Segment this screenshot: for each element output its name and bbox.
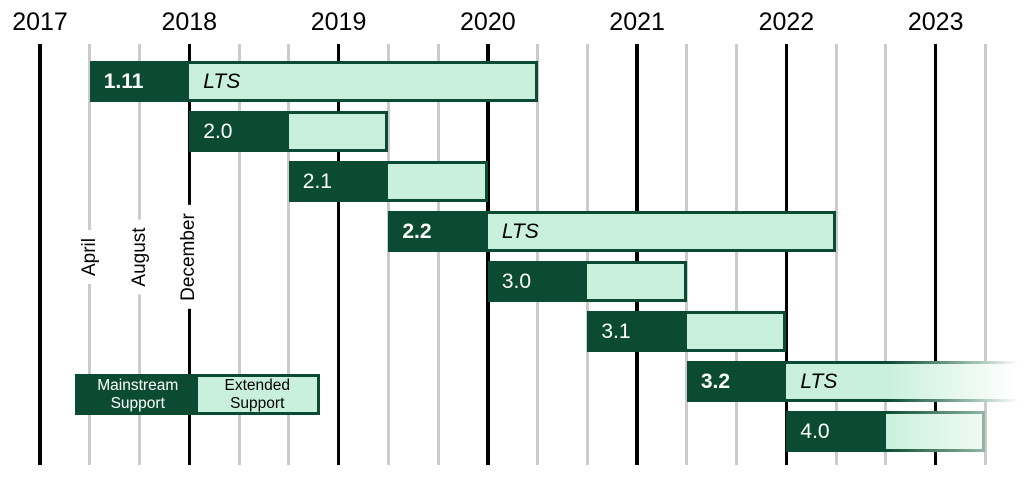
version-label: 3.1 xyxy=(601,319,631,343)
year-label: 2023 xyxy=(907,8,964,36)
legend-extended-support: Extended Support xyxy=(198,377,318,412)
month-gridline xyxy=(287,44,291,465)
version-label: 3.2 xyxy=(700,369,731,393)
mainstream-support-segment xyxy=(590,314,687,349)
month-gridline xyxy=(237,44,241,465)
month-gridline xyxy=(386,44,390,465)
year-label: 2019 xyxy=(310,8,367,36)
version-label: 4.0 xyxy=(800,419,830,443)
mainstream-support-segment xyxy=(391,214,488,249)
month-gridline xyxy=(536,44,540,465)
month-gridline xyxy=(735,44,739,465)
month-label: December xyxy=(178,205,201,309)
version-bar-2.0: 2.0 xyxy=(189,111,389,152)
legend-mainstream-label: Mainstream Support xyxy=(97,377,179,412)
version-bar-2.1: 2.1 xyxy=(288,161,488,202)
legend-mainstream-support: Mainstream Support xyxy=(78,377,198,412)
year-label: 2022 xyxy=(758,8,815,36)
month-gridline xyxy=(685,44,689,465)
legend: Mainstream Support Extended Support xyxy=(75,374,320,415)
month-gridline xyxy=(983,44,987,465)
version-label: 2.1 xyxy=(302,169,332,193)
version-label: 2.2 xyxy=(402,219,432,243)
lts-label: LTS xyxy=(501,219,539,243)
version-bar-2.2: 2.2 LTS xyxy=(388,211,837,252)
mainstream-support-segment xyxy=(789,414,886,449)
version-label: 3.0 xyxy=(501,269,532,293)
year-gridline xyxy=(336,44,341,465)
month-label: April xyxy=(78,229,101,285)
year-label: 2020 xyxy=(460,8,516,36)
mainstream-support-segment xyxy=(689,364,787,399)
mainstream-support-segment xyxy=(92,64,190,99)
year-label: 2018 xyxy=(161,8,218,36)
version-bar-1.11: 1.11 LTS xyxy=(89,61,538,102)
lts-label: LTS xyxy=(800,369,838,393)
mainstream-support-segment xyxy=(490,264,588,299)
mainstream-support-segment xyxy=(192,114,289,149)
legend-extended-label: Extended Support xyxy=(224,377,291,412)
year-gridline xyxy=(486,44,490,465)
year-gridline xyxy=(38,44,42,465)
version-label: 1.11 xyxy=(103,69,144,93)
year-gridline xyxy=(784,44,789,465)
mainstream-support-segment xyxy=(291,164,389,199)
version-label: 2.0 xyxy=(203,119,233,143)
version-bar-4.0: 4.0 xyxy=(786,411,986,452)
month-gridline xyxy=(834,44,838,465)
year-gridline xyxy=(933,44,938,465)
month-gridline xyxy=(436,44,440,465)
month-label: August xyxy=(128,219,151,295)
year-label: 2017 xyxy=(12,8,68,36)
version-bar-3.2: 3.2 LTS xyxy=(686,361,1030,402)
lts-label: LTS xyxy=(203,69,241,93)
version-bar-3.0: 3.0 xyxy=(487,261,687,302)
year-label: 2021 xyxy=(609,8,665,36)
month-gridline xyxy=(884,44,888,465)
year-gridline xyxy=(635,44,639,465)
version-bar-3.1: 3.1 xyxy=(587,311,787,352)
month-gridline xyxy=(585,44,589,465)
